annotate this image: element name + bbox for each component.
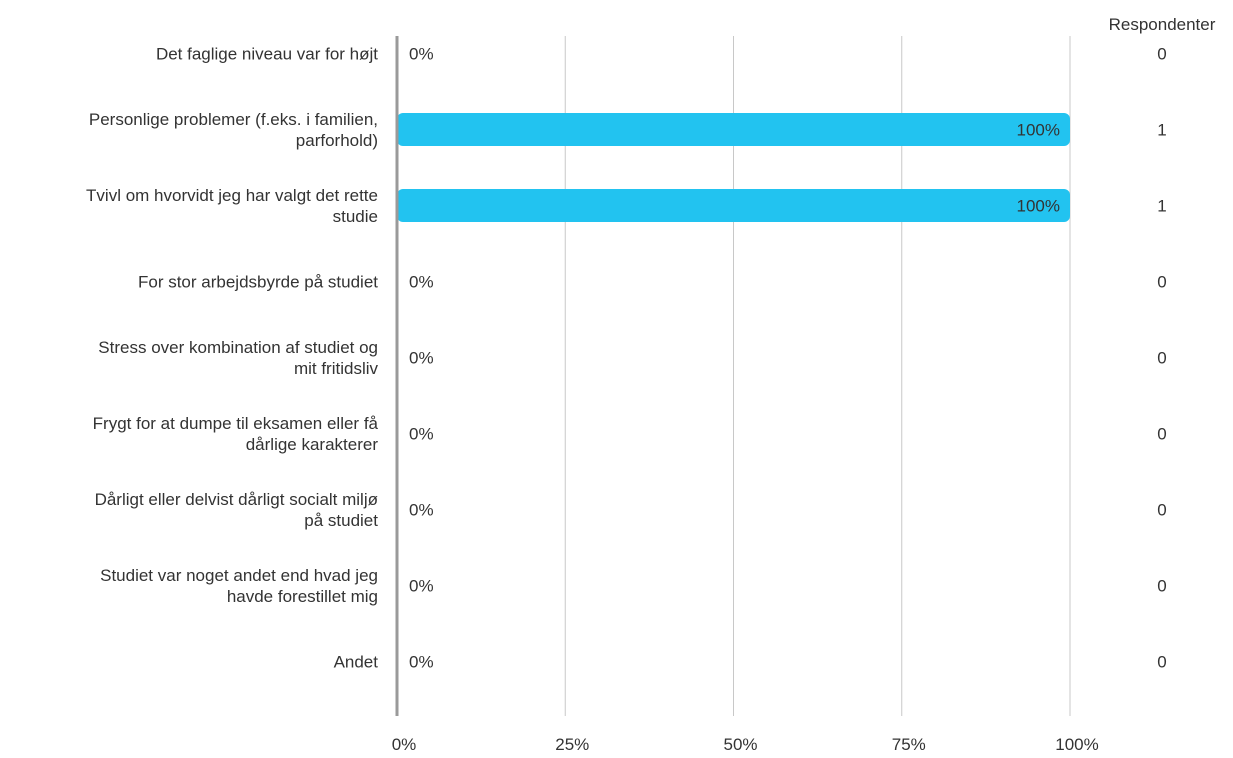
bar-value-label: 0% (409, 501, 434, 520)
category-label: Dårligt eller delvist dårligt socialt mi… (95, 490, 379, 530)
bars (397, 113, 1070, 222)
x-tick-label: 25% (555, 735, 589, 753)
x-tick-label: 75% (892, 735, 926, 753)
bar (397, 113, 1070, 146)
x-tick-label: 100% (1055, 735, 1098, 753)
bar-value-label: 0% (409, 653, 434, 672)
category-label: Studiet var noget andet end hvad jeg havd… (100, 566, 378, 606)
respondent-count: 0 (1157, 501, 1166, 520)
category-label: Andet (334, 653, 379, 672)
bar-value-label: 100% (1017, 121, 1060, 140)
bar-value-label: 100% (1017, 197, 1060, 216)
respondent-count: 0 (1157, 653, 1166, 672)
x-tick-label: 0% (392, 735, 417, 753)
category-label: Stress over kombination af studiet og mit… (98, 338, 378, 378)
bar-value-label: 0% (409, 577, 434, 596)
respondent-count: 0 (1157, 577, 1166, 596)
bar-value-label: 0% (409, 425, 434, 444)
category-label: Det faglige niveau var for højt (156, 45, 378, 64)
respondent-column: Respondenter 0 1 1 0 0 0 0 0 0 (1109, 15, 1216, 672)
respondents-header: Respondenter (1109, 15, 1216, 34)
bar-value-label: 0% (409, 45, 434, 64)
bar (397, 189, 1070, 222)
value-labels: 0% 100% 100% 0% 0% 0% 0% 0% 0% (409, 45, 1060, 672)
category-label: For stor arbejdsbyrde på studiet (138, 273, 378, 292)
category-label: Frygt for at dumpe til eksamen eller få d… (93, 414, 379, 454)
respondent-count: 1 (1157, 121, 1166, 140)
respondent-count: 0 (1157, 273, 1166, 292)
category-label: Tvivl om hvorvidt jeg har valgt det rett… (86, 186, 378, 226)
respondent-count: 0 (1157, 425, 1166, 444)
x-tick-label: 50% (723, 735, 757, 753)
x-tick-labels: 0% 25% 50% 75% 100% (392, 735, 1099, 754)
bar-value-label: 0% (409, 273, 434, 292)
category-label: Personlige problemer (f.eks. i familien,… (89, 110, 378, 150)
respondent-count: 1 (1157, 197, 1166, 216)
gridlines (564, 36, 1071, 716)
category-labels: Det faglige niveau var for højt Personlig… (86, 45, 379, 672)
bar-value-label: 0% (409, 349, 434, 368)
respondent-count: 0 (1157, 349, 1166, 368)
respondent-count: 0 (1157, 45, 1166, 64)
